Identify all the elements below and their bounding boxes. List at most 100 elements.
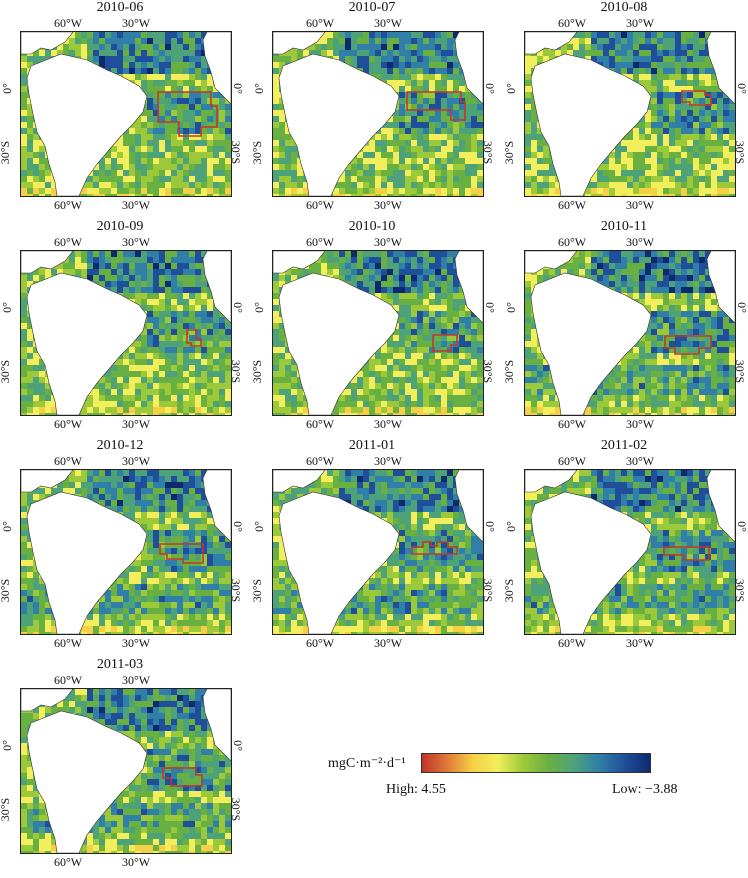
- map-cell: [615, 188, 621, 194]
- map-cell: [453, 383, 459, 389]
- map-cell: [225, 170, 231, 176]
- map-cell: [393, 164, 399, 170]
- map-cell: [123, 140, 129, 146]
- map-cell: [447, 182, 453, 188]
- map-cell: [465, 182, 471, 188]
- map-cell: [639, 62, 645, 68]
- map-cell: [171, 347, 177, 353]
- map-cell: [357, 32, 363, 38]
- map-cell: [81, 194, 87, 196]
- map-cell: [345, 389, 351, 395]
- map-cell: [195, 68, 201, 74]
- map-cell: [39, 359, 45, 365]
- map-cell: [681, 134, 687, 140]
- map-cell: [201, 68, 207, 74]
- map-cell: [123, 50, 129, 56]
- map-cell: [627, 32, 633, 38]
- map-cell: [477, 389, 483, 395]
- map-cell: [357, 251, 363, 257]
- map-cell: [369, 176, 375, 182]
- map-cell: [675, 152, 681, 158]
- map-cell: [153, 104, 159, 110]
- map-cell: [435, 407, 441, 413]
- map-cell: [423, 176, 429, 182]
- map-cell: [471, 383, 477, 389]
- map-cell: [99, 50, 105, 56]
- map-cell: [429, 176, 435, 182]
- map-cell: [693, 128, 699, 134]
- map-cell: [111, 287, 117, 293]
- map-cell: [411, 134, 417, 140]
- map-cell: [447, 116, 453, 122]
- map-cell: [129, 251, 135, 257]
- map-cell: [399, 170, 405, 176]
- map-cell: [597, 32, 603, 38]
- map-cell: [435, 158, 441, 164]
- map-cell: [399, 140, 405, 146]
- map-cell: [189, 281, 195, 287]
- map-cell: [189, 293, 195, 299]
- map-cell: [465, 359, 471, 365]
- map-cell: [225, 194, 231, 196]
- map-cell: [399, 341, 405, 347]
- map-cell: [105, 281, 111, 287]
- map-cell: [555, 194, 561, 196]
- map-cell: [135, 383, 141, 389]
- map-cell: [465, 389, 471, 395]
- map-cell: [717, 194, 723, 196]
- map-cell: [435, 257, 441, 263]
- map-cell: [129, 407, 135, 413]
- map-cell: [21, 323, 27, 329]
- map-cell: [699, 98, 705, 104]
- map-cell: [429, 251, 435, 257]
- map-cell: [645, 86, 651, 92]
- map-cell: [381, 269, 387, 275]
- map-cell: [183, 311, 189, 317]
- map-cell: [105, 194, 111, 196]
- map-area: [524, 31, 736, 197]
- map-cell: [189, 389, 195, 395]
- map-cell: [417, 44, 423, 50]
- map-cell: [93, 182, 99, 188]
- map-cell: [99, 395, 105, 401]
- map-cell: [729, 176, 735, 182]
- map-cell: [87, 182, 93, 188]
- map-cell: [21, 317, 27, 323]
- map-cell: [699, 86, 705, 92]
- map-cell: [279, 323, 285, 329]
- map-cell: [201, 146, 207, 152]
- map-cell: [651, 122, 657, 128]
- map-cell: [441, 110, 447, 116]
- map-cell: [297, 170, 303, 176]
- map-cell: [525, 116, 531, 122]
- map-cell: [279, 371, 285, 377]
- map-cell: [315, 44, 321, 50]
- map-cell: [441, 269, 447, 275]
- map-cell: [297, 158, 303, 164]
- map-cell: [21, 56, 27, 62]
- map-cell: [525, 74, 531, 80]
- map-cell: [111, 152, 117, 158]
- map-cell: [135, 194, 141, 196]
- map-cell: [165, 281, 171, 287]
- map-cell: [381, 359, 387, 365]
- map-cell: [171, 152, 177, 158]
- map-cell: [291, 413, 297, 415]
- map-cell: [645, 110, 651, 116]
- map-cell: [645, 32, 651, 38]
- map-cell: [693, 110, 699, 116]
- map-cell: [117, 281, 123, 287]
- map-cell: [591, 50, 597, 56]
- map-cell: [681, 62, 687, 68]
- map-cell: [201, 335, 207, 341]
- map-cell: [681, 128, 687, 134]
- map-cell: [405, 32, 411, 38]
- map-cell: [123, 389, 129, 395]
- map-cell: [411, 389, 417, 395]
- map-cell: [285, 365, 291, 371]
- map-cell: [387, 287, 393, 293]
- map-cell: [39, 407, 45, 413]
- map-cell: [273, 158, 279, 164]
- map-cell: [321, 44, 327, 50]
- map-cell: [525, 104, 531, 110]
